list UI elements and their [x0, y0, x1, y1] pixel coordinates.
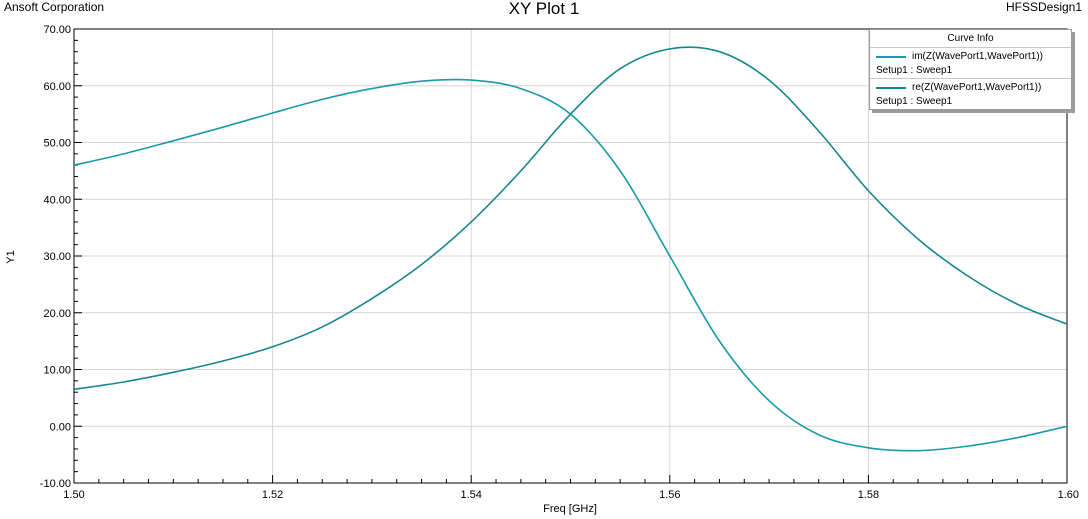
legend-entry-sub: Setup1 : Sweep1 [876, 96, 953, 107]
y-tick-label: 20.00 [43, 308, 71, 320]
series-line-im [73, 78, 1068, 452]
legend-entry-label: im(Z(WavePort1,WavePort1)) [912, 51, 1043, 62]
y-tick-label: 60.00 [43, 81, 71, 93]
company-name: Ansoft Corporation [4, 0, 105, 14]
curve-info-legend[interactable]: Curve Info im(Z(WavePort1,WavePort1)) Se… [869, 29, 1072, 110]
legend-entry-im[interactable]: im(Z(WavePort1,WavePort1)) Setup1 : Swee… [870, 48, 1071, 79]
legend-entry-sub: Setup1 : Sweep1 [876, 65, 953, 76]
plot-title: XY Plot 1 [508, 0, 580, 18]
tick-marks [73, 28, 1068, 484]
x-axis-label: Freq [GHz] [543, 503, 597, 515]
legend-swatch-im [876, 55, 906, 58]
legend-swatch-re [876, 86, 906, 89]
series-line-re [73, 46, 1068, 391]
design-name: HFSSDesign1 [1005, 0, 1082, 14]
x-tick-label: 1.54 [460, 489, 481, 501]
x-tick-label: 1.50 [63, 489, 84, 501]
y-tick-label: -10.00 [40, 478, 71, 490]
x-tick-label: 1.56 [659, 489, 680, 501]
x-tick-label: 1.52 [262, 489, 283, 501]
series-lines [73, 46, 1068, 452]
tick-labels: 1.50 1.52 1.54 1.56 1.58 1.60 -10.00 0.00 10.00 2… [40, 24, 1079, 501]
legend-entry-re[interactable]: re(Z(WavePort1,WavePort1)) Setup1 : Swee… [870, 79, 1071, 109]
y-axis-label: Y1 [5, 250, 17, 263]
y-tick-label: 70.00 [43, 24, 71, 36]
x-tick-label: 1.60 [1058, 489, 1079, 501]
y-tick-label: 50.00 [43, 138, 71, 150]
y-tick-label: 0.00 [50, 421, 71, 433]
y-tick-label: 10.00 [43, 365, 71, 377]
legend-entry-label: re(Z(WavePort1,WavePort1)) [912, 82, 1042, 93]
x-tick-label: 1.58 [858, 489, 879, 501]
legend-title: Curve Info [870, 30, 1071, 48]
y-tick-label: 40.00 [43, 194, 71, 206]
y-tick-label: 30.00 [43, 251, 71, 263]
